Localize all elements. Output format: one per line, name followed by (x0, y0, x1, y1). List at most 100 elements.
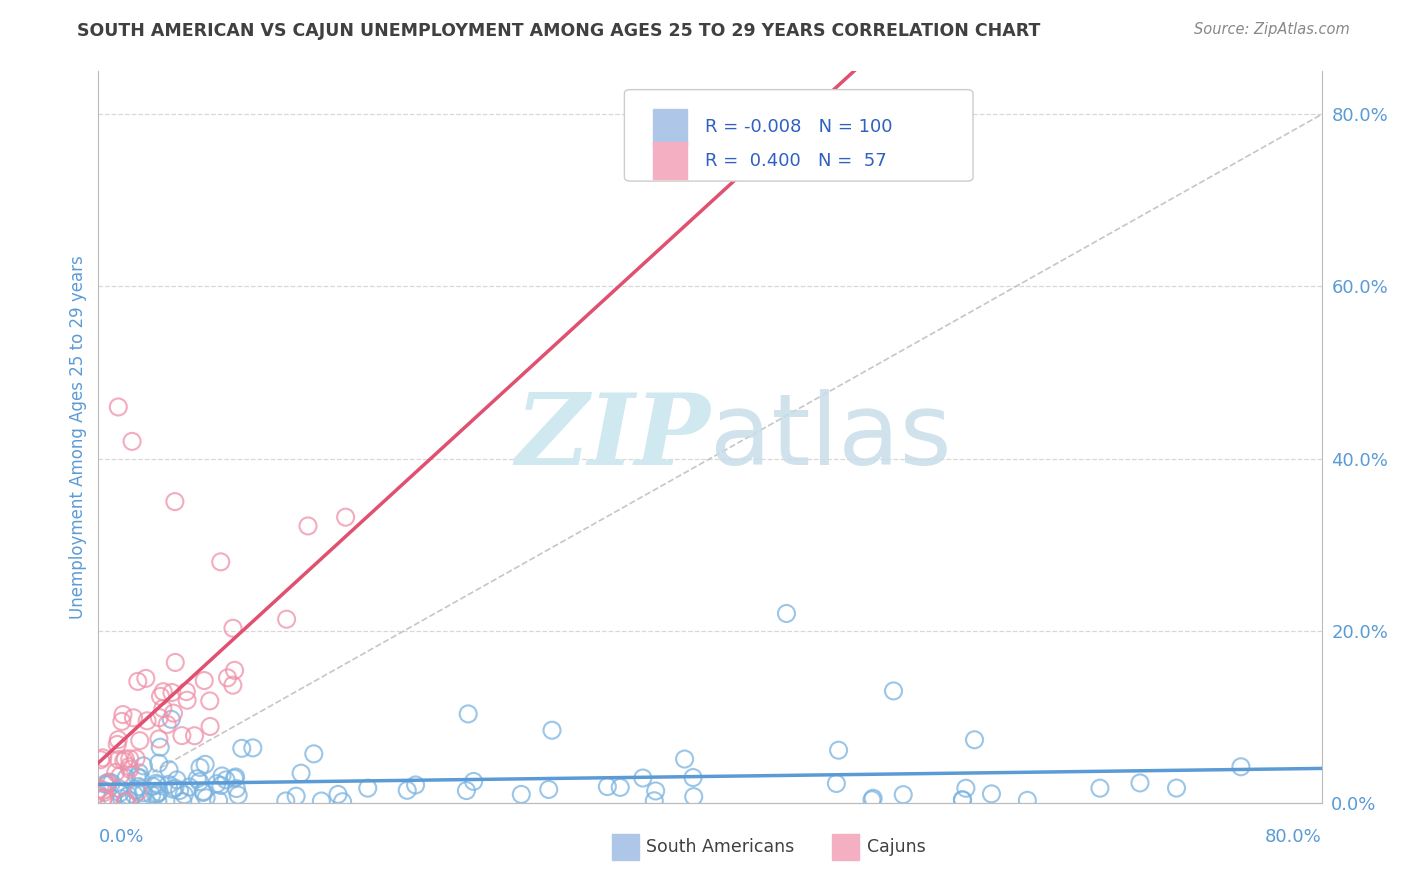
Point (775, 607, 797, 621)
Point (89, 782, 111, 797)
Point (163, 494, 186, 508)
Point (195, 790, 218, 805)
Point (1088, 781, 1111, 796)
Y-axis label: Unemployment Among Ages 25 to 29 years: Unemployment Among Ages 25 to 29 years (69, 255, 87, 619)
Point (163, 780, 186, 795)
Point (135, 672, 157, 686)
Point (124, 783, 146, 797)
Point (129, 771, 152, 785)
Point (198, 694, 221, 708)
Point (124, 788, 146, 802)
Point (127, 780, 149, 794)
Point (157, 777, 180, 791)
Point (115, 771, 138, 785)
Point (194, 757, 217, 772)
Point (118, 752, 141, 766)
Point (162, 706, 184, 720)
Point (114, 795, 136, 809)
Point (132, 786, 155, 800)
Point (1166, 780, 1188, 795)
Point (209, 555, 232, 569)
Text: Source: ZipAtlas.com: Source: ZipAtlas.com (1194, 22, 1350, 37)
Point (93, 791, 115, 805)
Point (141, 788, 163, 802)
Point (172, 795, 194, 809)
Point (101, 791, 124, 805)
Point (115, 795, 138, 809)
Point (215, 772, 238, 787)
Text: R =  0.400   N =  57: R = 0.400 N = 57 (706, 152, 887, 169)
Point (157, 763, 180, 777)
Point (274, 794, 297, 808)
Point (98, 795, 121, 809)
Point (107, 400, 129, 414)
Point (149, 740, 172, 755)
Point (169, 783, 191, 797)
Point (596, 780, 619, 794)
Point (160, 685, 183, 699)
Point (332, 795, 354, 809)
Point (148, 711, 170, 725)
Point (152, 684, 174, 698)
Point (980, 787, 1002, 801)
Point (191, 785, 214, 799)
Point (1230, 760, 1253, 774)
Point (290, 766, 312, 780)
Point (152, 701, 174, 715)
Point (111, 707, 134, 722)
Point (231, 741, 253, 756)
Point (160, 712, 183, 726)
Point (142, 780, 165, 794)
Text: South Americans: South Americans (647, 838, 794, 855)
Point (148, 731, 170, 746)
Point (357, 781, 380, 796)
Point (114, 752, 136, 766)
Point (100, 776, 122, 790)
Point (222, 678, 245, 692)
Text: 80.0%: 80.0% (1265, 829, 1322, 847)
Text: ZIP: ZIP (515, 389, 710, 485)
Point (146, 787, 169, 801)
Point (173, 788, 195, 802)
Point (827, 743, 849, 757)
Point (463, 774, 485, 789)
Point (963, 732, 986, 747)
Point (226, 788, 249, 802)
Point (682, 789, 704, 804)
Point (179, 780, 201, 794)
Point (93, 785, 115, 799)
Point (165, 656, 187, 670)
Point (297, 519, 319, 533)
Point (276, 612, 298, 626)
Point (952, 793, 974, 807)
Point (224, 664, 246, 678)
Point (127, 785, 149, 799)
Point (186, 772, 208, 786)
Point (631, 771, 654, 785)
Point (176, 684, 198, 698)
Point (128, 765, 150, 780)
Point (311, 794, 333, 808)
Point (148, 785, 170, 799)
Point (156, 717, 179, 731)
Bar (612, 834, 640, 860)
Point (176, 693, 198, 707)
Point (135, 795, 157, 809)
Text: 0.0%: 0.0% (98, 829, 143, 847)
Point (396, 783, 419, 797)
Point (118, 759, 141, 773)
Point (117, 789, 139, 803)
Point (224, 772, 246, 786)
Point (146, 795, 169, 809)
Point (207, 793, 229, 807)
Point (1017, 793, 1039, 807)
Point (1129, 776, 1152, 790)
Point (205, 777, 228, 791)
Point (326, 788, 349, 802)
Bar (832, 834, 859, 860)
Point (891, 788, 914, 802)
Point (166, 772, 188, 787)
Point (302, 747, 325, 761)
Point (118, 762, 141, 776)
Text: Cajuns: Cajuns (866, 838, 925, 855)
